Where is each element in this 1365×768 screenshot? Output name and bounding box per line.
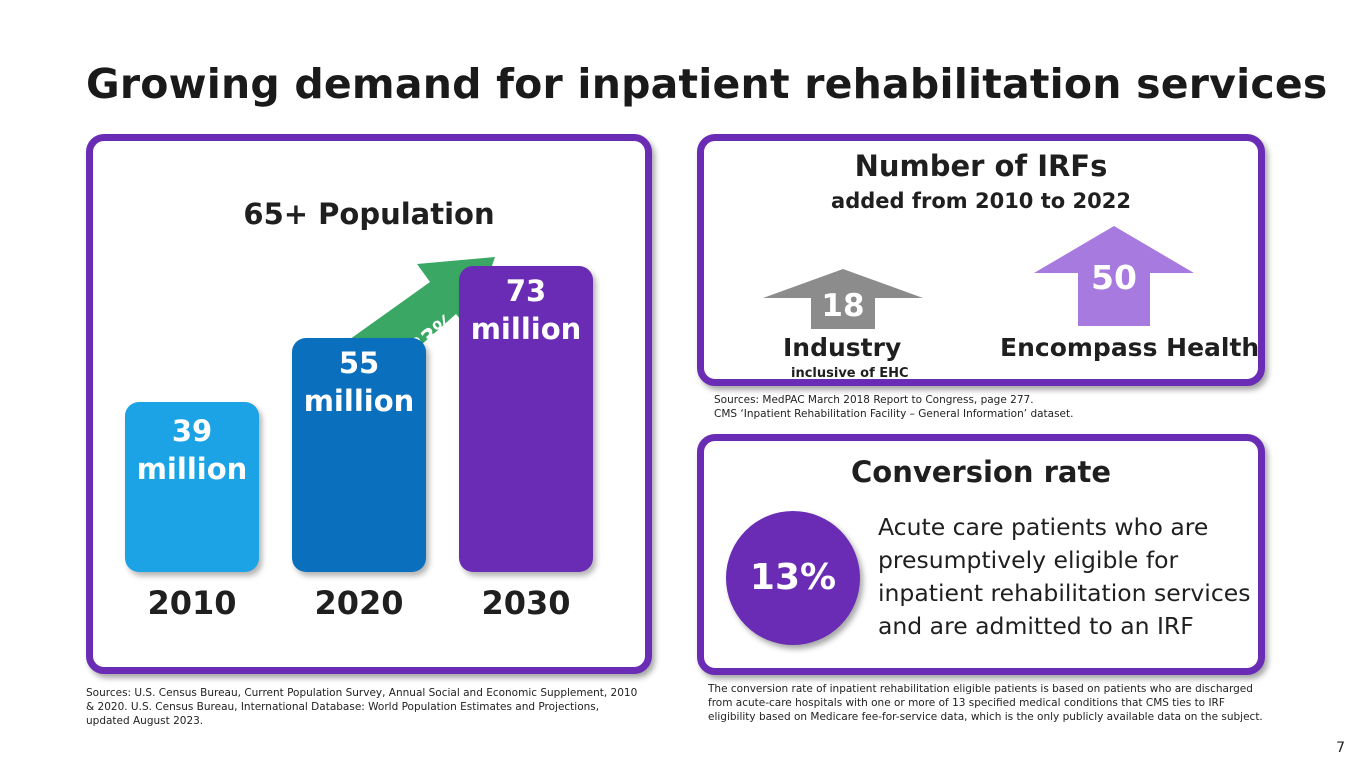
conversion-rate-badge: 13% <box>726 511 860 645</box>
irf-title: Number of IRFs <box>854 149 1108 183</box>
population-bar-2020: 55 million <box>292 338 426 572</box>
encompass-value: 50 <box>1091 258 1137 297</box>
year-tick-label: 2030 <box>481 584 571 622</box>
population-bar-2010: 39 million <box>125 402 259 572</box>
irf-sources-line-1: Sources: MedPAC March 2018 Report to Con… <box>714 394 1034 406</box>
bar-value-label: 39 <box>171 414 213 448</box>
page-title: Growing demand for inpatient rehabilitat… <box>86 60 1328 108</box>
encompass-up-arrow-icon <box>1034 226 1194 326</box>
bar-value-label: 73 <box>505 274 547 308</box>
bar-unit-label: million <box>470 312 582 346</box>
conversion-description: Acute care patients who are presumptivel… <box>878 513 1251 640</box>
population-bar-2030: 73 million <box>459 266 593 572</box>
population-panel: 65+ Population +33% 39 million 2010 55 milli… <box>86 134 652 674</box>
year-tick-label: 2020 <box>314 584 404 622</box>
irf-sources: Sources: MedPAC March 2018 Report to Con… <box>714 393 1274 421</box>
industry-value: 18 <box>821 288 865 324</box>
conversion-title: Conversion rate <box>851 455 1111 489</box>
conversion-panel: Conversion rate 13% Acute care patients … <box>697 434 1265 675</box>
irf-panel: Number of IRFs added from 2010 to 2022 1… <box>697 134 1265 386</box>
industry-up-arrow-icon <box>763 269 923 329</box>
year-tick-label: 2010 <box>147 584 237 622</box>
bar-unit-label: million <box>303 384 415 418</box>
industry-label: Industry <box>783 333 902 362</box>
irf-subtitle: added from 2010 to 2022 <box>831 189 1131 213</box>
bar-value-label: 55 <box>338 346 380 380</box>
industry-note: inclusive of EHC <box>791 366 909 381</box>
page-number: 7 <box>1336 740 1345 756</box>
encompass-label: Encompass Health <box>1000 333 1260 362</box>
population-sources: Sources: U.S. Census Bureau, Current Pop… <box>86 687 638 727</box>
irf-sources-line-2: CMS ‘Inpatient Rehabilitation Facility –… <box>714 408 1074 420</box>
bar-unit-label: million <box>136 452 248 486</box>
population-chart-title: 65+ Population <box>243 197 495 231</box>
conversion-footnote: The conversion rate of inpatient rehabil… <box>708 683 1263 723</box>
